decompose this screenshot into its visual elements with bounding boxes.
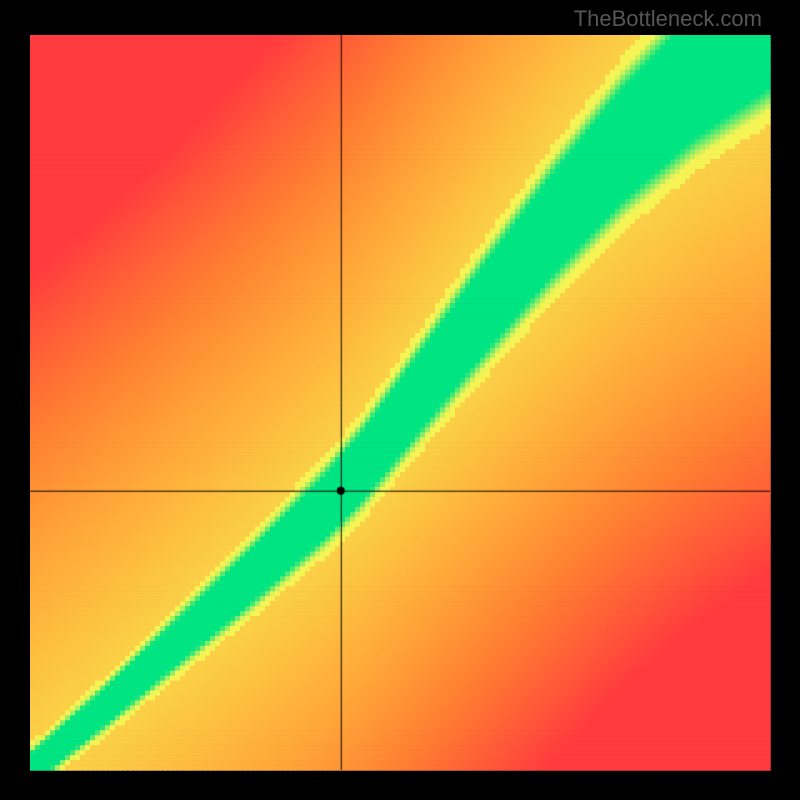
bottleneck-heatmap (0, 0, 800, 800)
watermark-text: TheBottleneck.com (574, 6, 762, 32)
chart-container: { "watermark": { "text": "TheBottleneck.… (0, 0, 800, 800)
